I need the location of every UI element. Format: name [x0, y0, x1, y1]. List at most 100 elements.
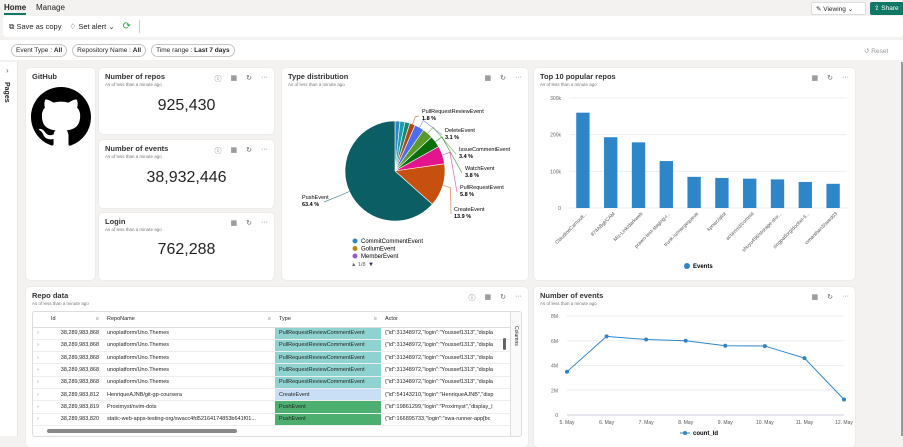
table-row[interactable]: › 38,289,983,819 Proximyst/nvim-dots PushEv…: [33, 400, 511, 414]
legend-label: CommitCommentEvent: [361, 239, 423, 245]
table-row[interactable]: › 38,289,983,868 unoplatform/Uno.Themes Pul…: [33, 363, 511, 377]
refresh-icon[interactable]: ↻: [500, 294, 506, 301]
table-cell: 38,289,983,868: [47, 363, 103, 377]
card-title: Type distribution: [288, 72, 349, 81]
column-menu-icon[interactable]: ≡: [373, 316, 377, 323]
table-cell: 38,289,983,868: [47, 327, 103, 340]
kpi-card: Number of events As of less than a minute…: [99, 140, 274, 208]
info-icon[interactable]: ⓘ: [214, 148, 222, 155]
set-alert-button[interactable]: ♢ Set alert ⌄: [69, 22, 115, 31]
table-row[interactable]: › 38,289,983,868 unoplatform/Uno.Themes Pul…: [33, 376, 511, 389]
table-row[interactable]: › 38,289,983,868 unoplatform/Uno.Themes Pul…: [33, 327, 511, 340]
table-row[interactable]: › 38,289,983,868 unoplatform/Uno.Themes Pul…: [33, 339, 511, 353]
table-icon[interactable]: ▦: [230, 147, 238, 154]
pages-label: Pages: [3, 82, 10, 103]
leader-line: [427, 126, 457, 155]
bar: [770, 179, 785, 208]
table-icon[interactable]: ▦: [811, 294, 819, 301]
filter-time-range[interactable]: Time range : Last 7 days: [151, 43, 235, 57]
page-scrollbar[interactable]: [901, 62, 903, 436]
table-cell: unoplatform/Uno.Themes: [103, 351, 275, 365]
tab-home[interactable]: Home: [4, 3, 27, 15]
table-icon[interactable]: ▦: [230, 220, 238, 227]
data-point: [723, 343, 728, 348]
expand-row-icon[interactable]: ›: [33, 339, 47, 353]
data-point: [644, 337, 649, 342]
expand-row-icon[interactable]: ›: [33, 376, 47, 389]
vertical-scrollbar[interactable]: [503, 338, 506, 350]
refresh-icon[interactable]: ↻: [827, 75, 833, 82]
leader-line: [323, 191, 350, 203]
x-tick-label: 10. May: [756, 420, 774, 426]
refresh-icon[interactable]: ↻: [827, 294, 833, 301]
expand-row-icon[interactable]: ›: [33, 351, 47, 365]
column-header[interactable]: RepoName ≡: [103, 312, 275, 328]
slice-label: WatchEvent: [465, 166, 495, 172]
card-title: Top 10 popular repos: [540, 72, 616, 81]
refresh-icon[interactable]: ↻: [246, 75, 252, 82]
x-tick-label: 11. May: [796, 420, 814, 426]
info-icon[interactable]: ⓘ: [468, 295, 476, 302]
y-tick-label: 8M: [551, 314, 558, 320]
table-icon[interactable]: ▦: [484, 294, 492, 301]
chevron-right-icon[interactable]: ›: [6, 66, 9, 75]
expand-row-icon[interactable]: ›: [33, 388, 47, 402]
slice-value: 3.1 %: [445, 135, 459, 141]
more-icon[interactable]: ···: [261, 146, 268, 153]
slice-value: 3.4 %: [459, 154, 473, 160]
more-icon[interactable]: ···: [515, 74, 522, 81]
y-tick-label: 300k: [550, 96, 561, 102]
info-icon[interactable]: ⓘ: [214, 76, 222, 83]
table-cell: {"id":31348972,"login":"Youssef1313","di…: [381, 351, 511, 365]
share-button[interactable]: ⇪ Share: [870, 2, 903, 15]
table-cell: unoplatform/Uno.Themes: [103, 327, 275, 340]
refresh-icon[interactable]: ↻: [246, 147, 252, 154]
table-row[interactable]: › 38,289,983,868 unoplatform/Uno.Themes Pul…: [33, 351, 511, 365]
expand-row-icon[interactable]: ›: [33, 363, 47, 377]
expand-row-icon[interactable]: ›: [33, 400, 47, 414]
table-cell: 38,289,983,868: [47, 376, 103, 389]
save-as-copy-button[interactable]: ⧉ Save as copy: [9, 21, 62, 31]
table-icon[interactable]: ▦: [484, 75, 492, 82]
table-row[interactable]: › 38,289,983,812 HenriqueAJNB/git-gp-cours…: [33, 388, 511, 402]
columns-side-panel[interactable]: Columns: [510, 312, 521, 436]
column-menu-icon[interactable]: ≡: [267, 316, 271, 323]
table-row[interactable]: › 38,289,983,820 static-web-apps-testing-o…: [33, 413, 511, 426]
refresh-icon[interactable]: ↻: [246, 220, 252, 227]
series-line: [566, 335, 845, 400]
repo-data-card: Repo data As of less than a minute ago ⓘ…: [26, 287, 528, 447]
table-icon[interactable]: ▦: [811, 75, 819, 82]
card-title: Repo data: [32, 291, 69, 300]
expand-row-icon[interactable]: ›: [33, 413, 47, 426]
refresh-icon[interactable]: ⟳: [122, 21, 132, 32]
viewing-dropdown[interactable]: ✎ Viewing ⌄: [811, 2, 866, 15]
filter-event-type[interactable]: Event Type : All: [11, 43, 68, 57]
filter-repository-name[interactable]: Repository Name : All: [72, 43, 147, 57]
more-icon[interactable]: ···: [261, 74, 268, 81]
expand-row-icon[interactable]: ›: [33, 327, 47, 340]
reset-button[interactable]: ↺ Reset: [864, 48, 889, 55]
column-header[interactable]: Actor: [381, 312, 511, 328]
more-icon[interactable]: ···: [515, 293, 522, 300]
pages-pane[interactable]: › Pages: [0, 62, 18, 436]
slice-value: 63.4 %: [302, 202, 319, 208]
tab-manage[interactable]: Manage: [36, 3, 65, 12]
x-tick-label: kpnwc/qlist: [706, 211, 728, 233]
table-icon[interactable]: ▦: [230, 75, 238, 82]
card-subtitle: As of less than a minute ago: [105, 227, 162, 232]
more-icon[interactable]: ···: [261, 219, 268, 226]
kpi-card: Login As of less than a minute ago ▦ ↻ ··· …: [99, 213, 274, 280]
slice-label: IssueCommentEvent: [459, 147, 511, 153]
more-icon[interactable]: ···: [842, 293, 849, 300]
table-cell: Proximyst/nvim-dots: [103, 400, 275, 414]
legend-label: GollumEvent: [361, 247, 396, 253]
column-header[interactable]: Type ≡: [275, 312, 381, 328]
number-of-events-card: Number of events As of less than a minut…: [534, 287, 855, 447]
column-menu-icon[interactable]: ≡: [95, 316, 99, 323]
alert-icon: ♢: [69, 22, 77, 31]
horizontal-scrollbar[interactable]: [47, 429, 237, 433]
more-icon[interactable]: ···: [842, 74, 849, 81]
column-header[interactable]: Id ≡: [47, 312, 103, 328]
refresh-icon[interactable]: ↻: [500, 75, 506, 82]
bar: [798, 181, 812, 208]
